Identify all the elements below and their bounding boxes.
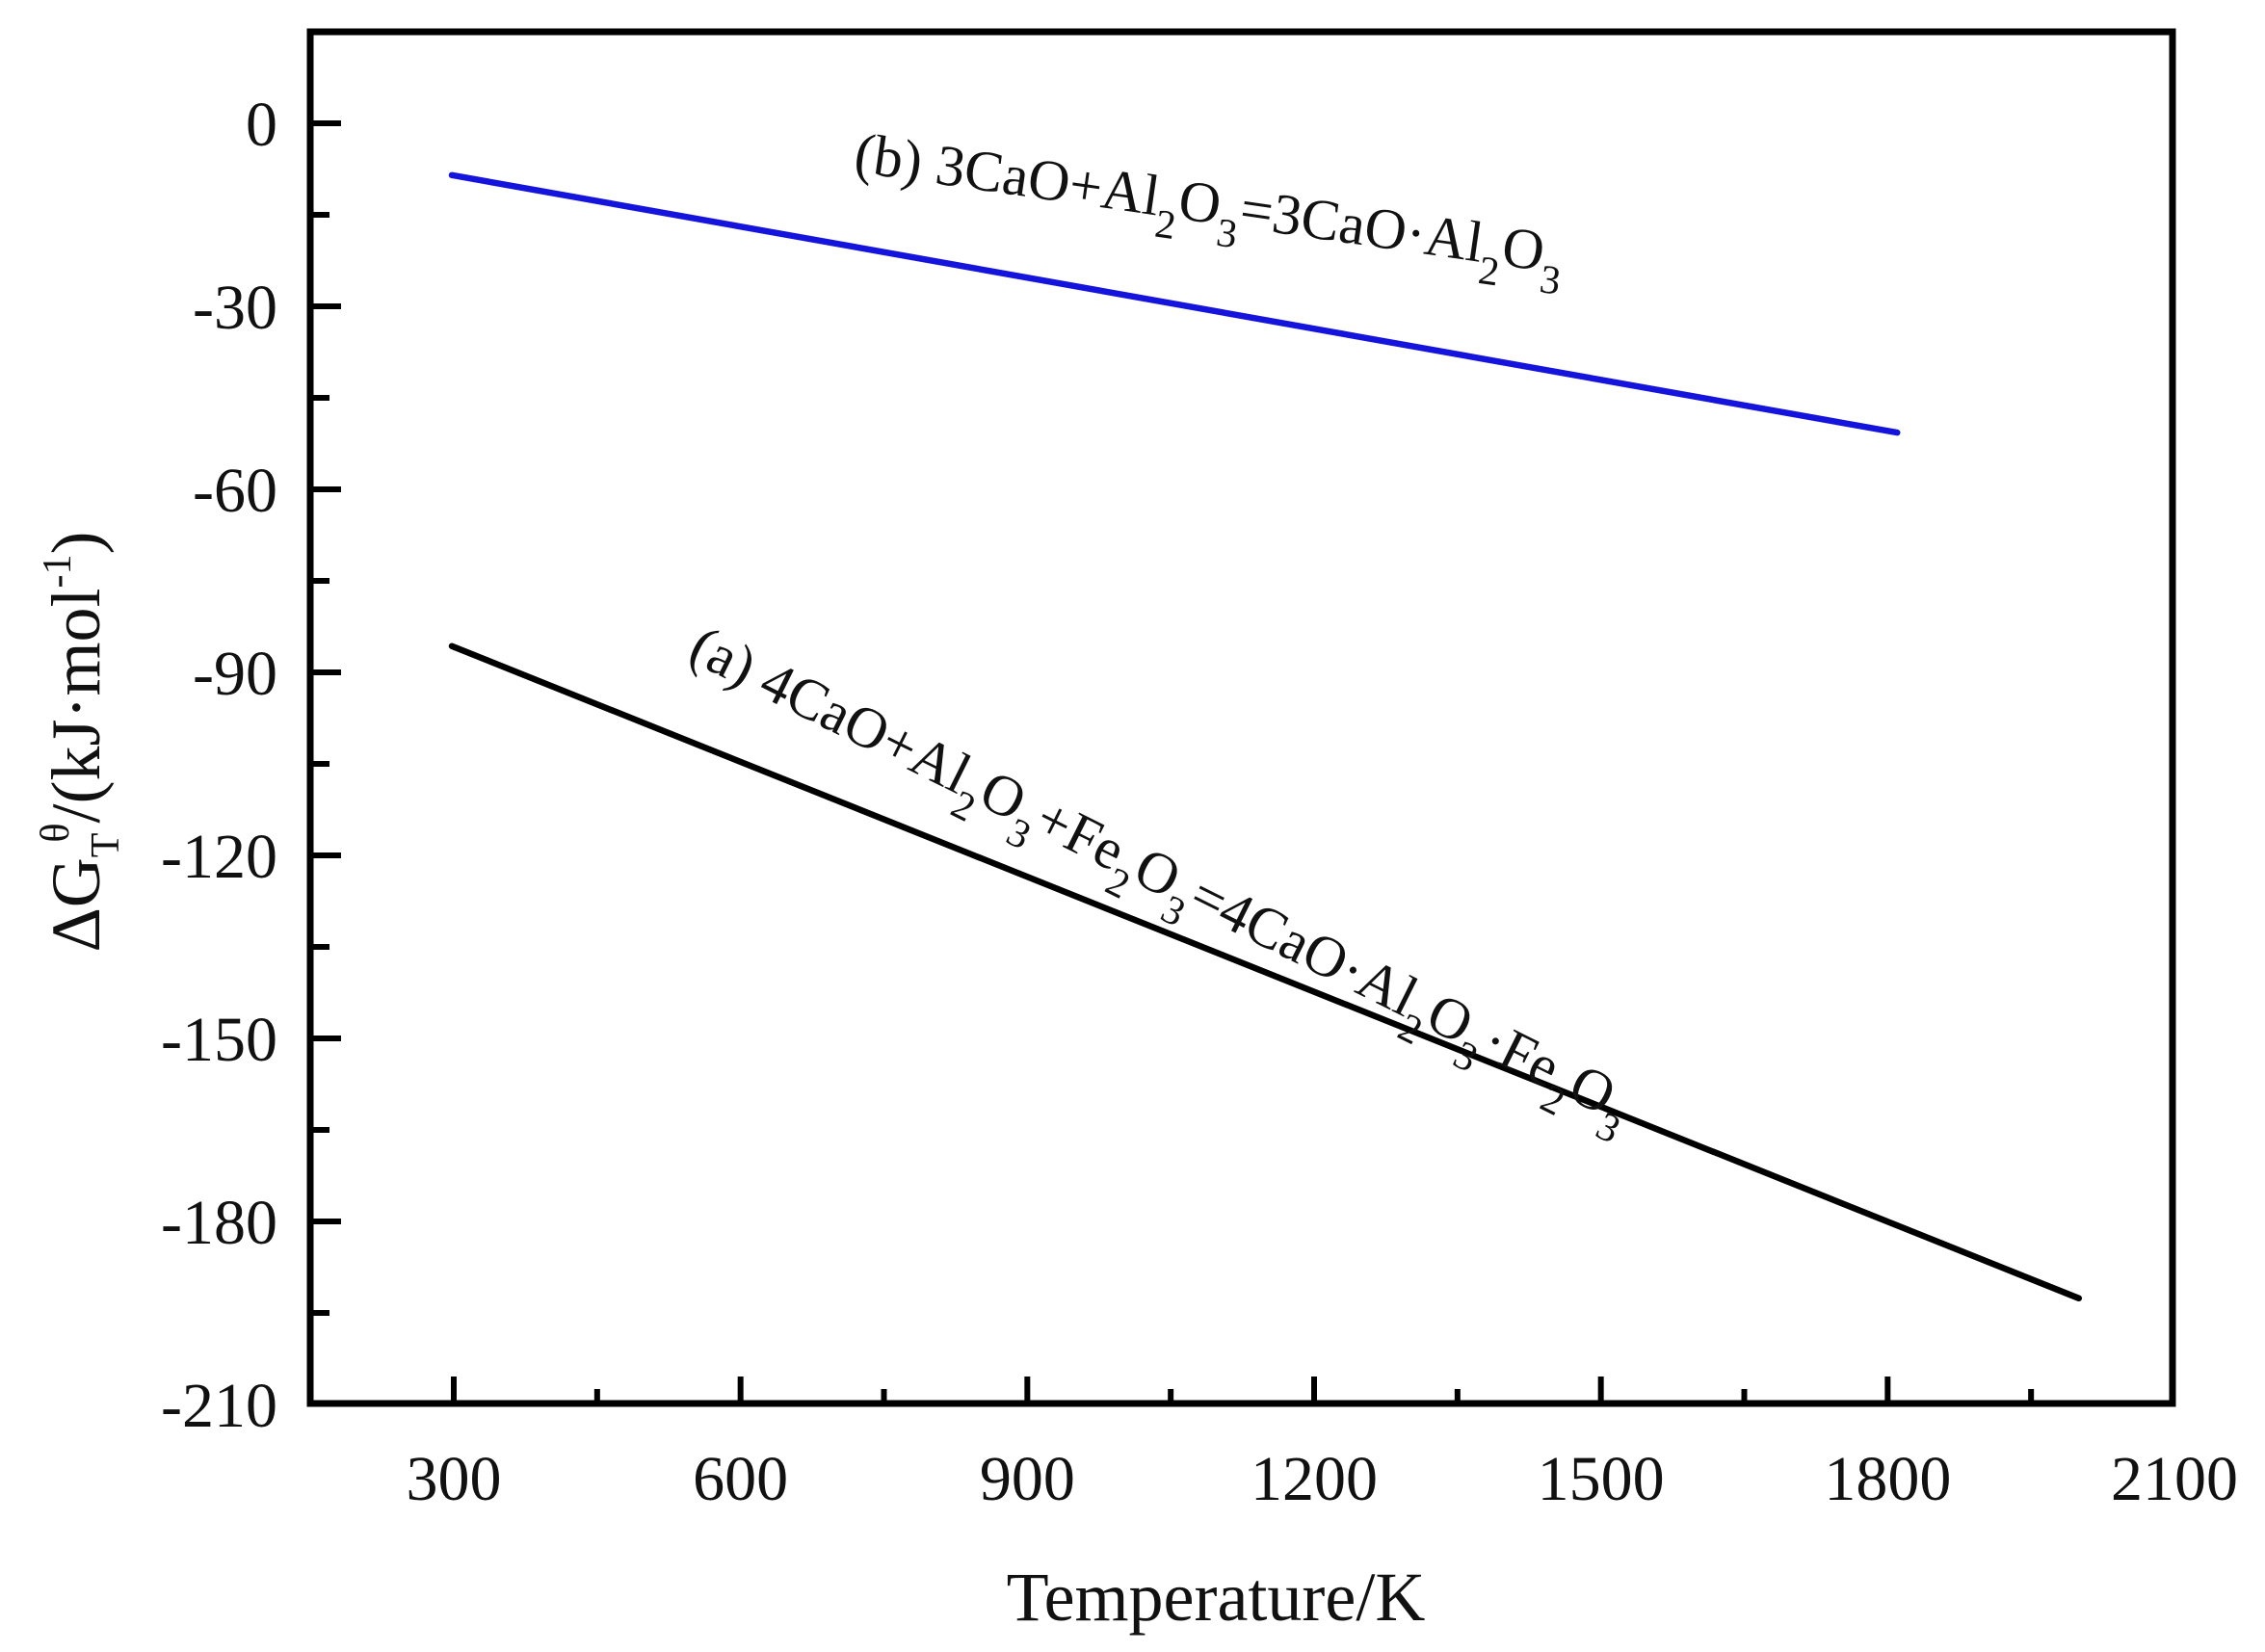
x-tick-label: 600 <box>693 1444 788 1514</box>
x-tick-label: 1500 <box>1538 1444 1665 1514</box>
x-tick-label: 1200 <box>1251 1444 1378 1514</box>
y-tick-label: -90 <box>193 639 277 709</box>
x-tick-label: 2100 <box>2111 1444 2238 1514</box>
annotation-reaction-b: (b) 3CaO+Al2O3=3CaO·Al2O3 <box>848 121 1568 304</box>
series-line-a <box>448 642 2083 1302</box>
y-tick-label: -210 <box>161 1371 277 1441</box>
plot-frame <box>306 28 2176 1407</box>
annotation-reaction-a: (a) 4CaO+Al2O3+Fe2O3=4CaO·Al2O3·Fe2O3 <box>672 614 1644 1153</box>
data-lines <box>448 171 2083 1302</box>
axis-ticks <box>310 120 2035 1403</box>
x-axis-title: Temperature/K <box>1007 1559 1426 1636</box>
series-line-b <box>448 171 1901 436</box>
y-axis-title: ΔGTθ/(kJ·mol-1) <box>34 531 128 952</box>
y-tick-label: -30 <box>193 273 277 343</box>
y-tick-label: -180 <box>161 1188 277 1258</box>
tick-labels: 300 600 900 1200 1500 1800 2100 0 -30 -60 -90 -120 -… <box>161 90 2238 1514</box>
y-tick-label: -120 <box>161 822 277 892</box>
x-tick-label: 900 <box>980 1444 1075 1514</box>
x-tick-label: 1800 <box>1824 1444 1951 1514</box>
y-tick-label: -150 <box>161 1005 277 1075</box>
y-tick-label: 0 <box>246 90 277 160</box>
x-tick-label: 300 <box>407 1444 502 1514</box>
y-tick-label: -60 <box>193 456 277 526</box>
